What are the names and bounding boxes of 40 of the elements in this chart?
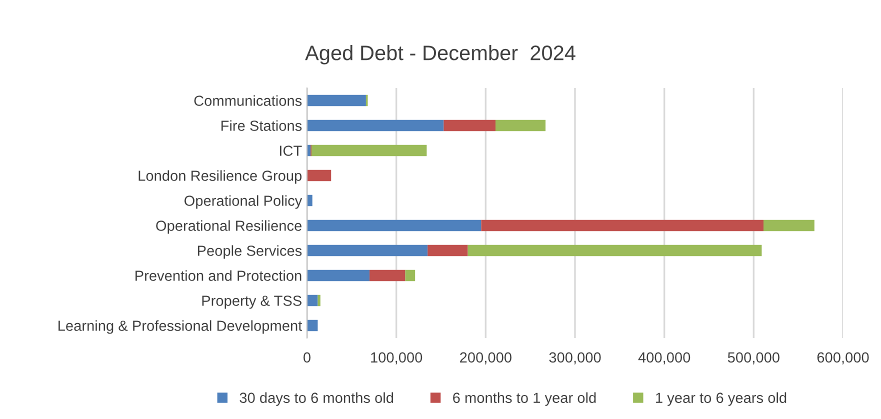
y-tick-label: London Resilience Group <box>138 170 302 184</box>
bar <box>428 244 468 256</box>
y-tick-label: People Services <box>198 245 302 259</box>
y-tick-label: ICT <box>280 146 302 156</box>
bar <box>307 294 318 306</box>
y-tick-label: Operational Resilience <box>156 220 302 234</box>
bar <box>444 120 496 132</box>
bar <box>307 220 482 232</box>
y-tick-label: Prevention and Protection <box>136 270 302 281</box>
bar <box>307 244 428 256</box>
bar <box>307 194 312 206</box>
x-tick-label: 200,000 <box>460 352 512 364</box>
bar <box>405 270 416 282</box>
legend-label: 30 days to 6 months old <box>240 392 394 406</box>
x-tick-label: 400,000 <box>638 352 690 364</box>
bar <box>318 294 320 306</box>
bar <box>307 94 366 106</box>
bar <box>495 120 546 132</box>
x-tick-label: 600,000 <box>817 352 869 364</box>
x-tick-label: 300,000 <box>549 352 601 364</box>
y-tick-label: Property & TSS <box>202 296 302 309</box>
bar <box>311 144 427 156</box>
bar <box>468 244 762 256</box>
y-tick-label: Communications <box>194 95 302 106</box>
y-tick-label: Operational Policy <box>184 195 302 209</box>
bar <box>307 120 444 132</box>
bar <box>763 220 814 232</box>
bar <box>481 220 764 232</box>
bar <box>370 270 406 282</box>
x-tick-label: 0 <box>304 352 310 363</box>
bar <box>307 270 370 282</box>
chart-title: Aged Debt - December 2024 <box>305 45 576 64</box>
legend-label: 6 months to 1 year old <box>453 392 596 406</box>
x-tick-label: 500,000 <box>728 352 780 364</box>
y-tick-label: Fire Stations <box>221 120 302 131</box>
y-tick-label: Learning & Professional Development <box>58 320 302 334</box>
bar <box>307 320 318 332</box>
x-tick-label: 100,000 <box>371 352 422 364</box>
bar <box>307 170 332 182</box>
legend-label: 1 year to 6 years old <box>656 392 786 406</box>
